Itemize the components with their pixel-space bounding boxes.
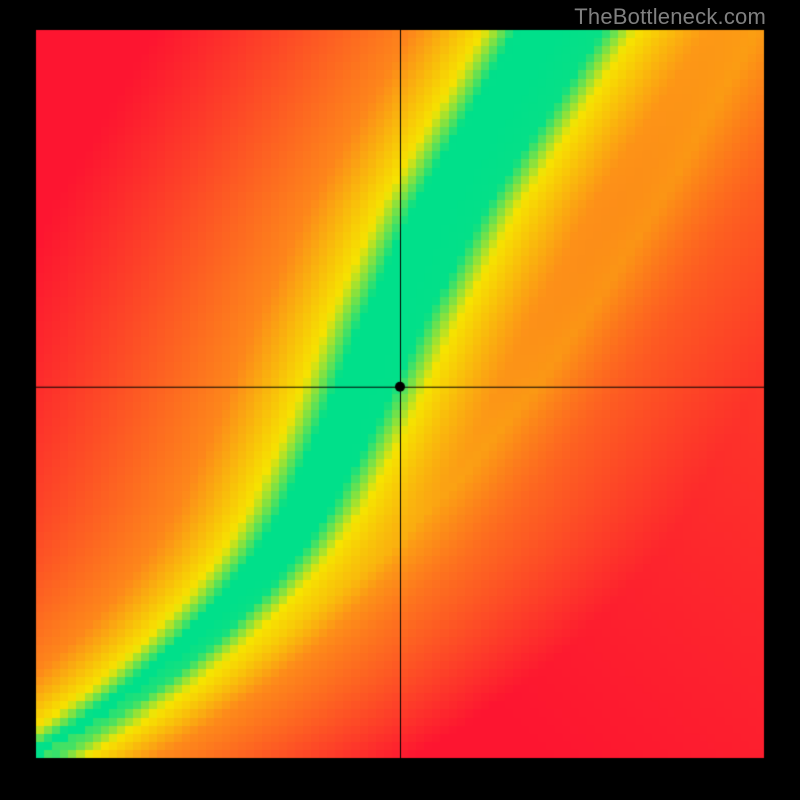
watermark-text: TheBottleneck.com — [574, 4, 766, 30]
bottleneck-heatmap — [0, 0, 800, 800]
